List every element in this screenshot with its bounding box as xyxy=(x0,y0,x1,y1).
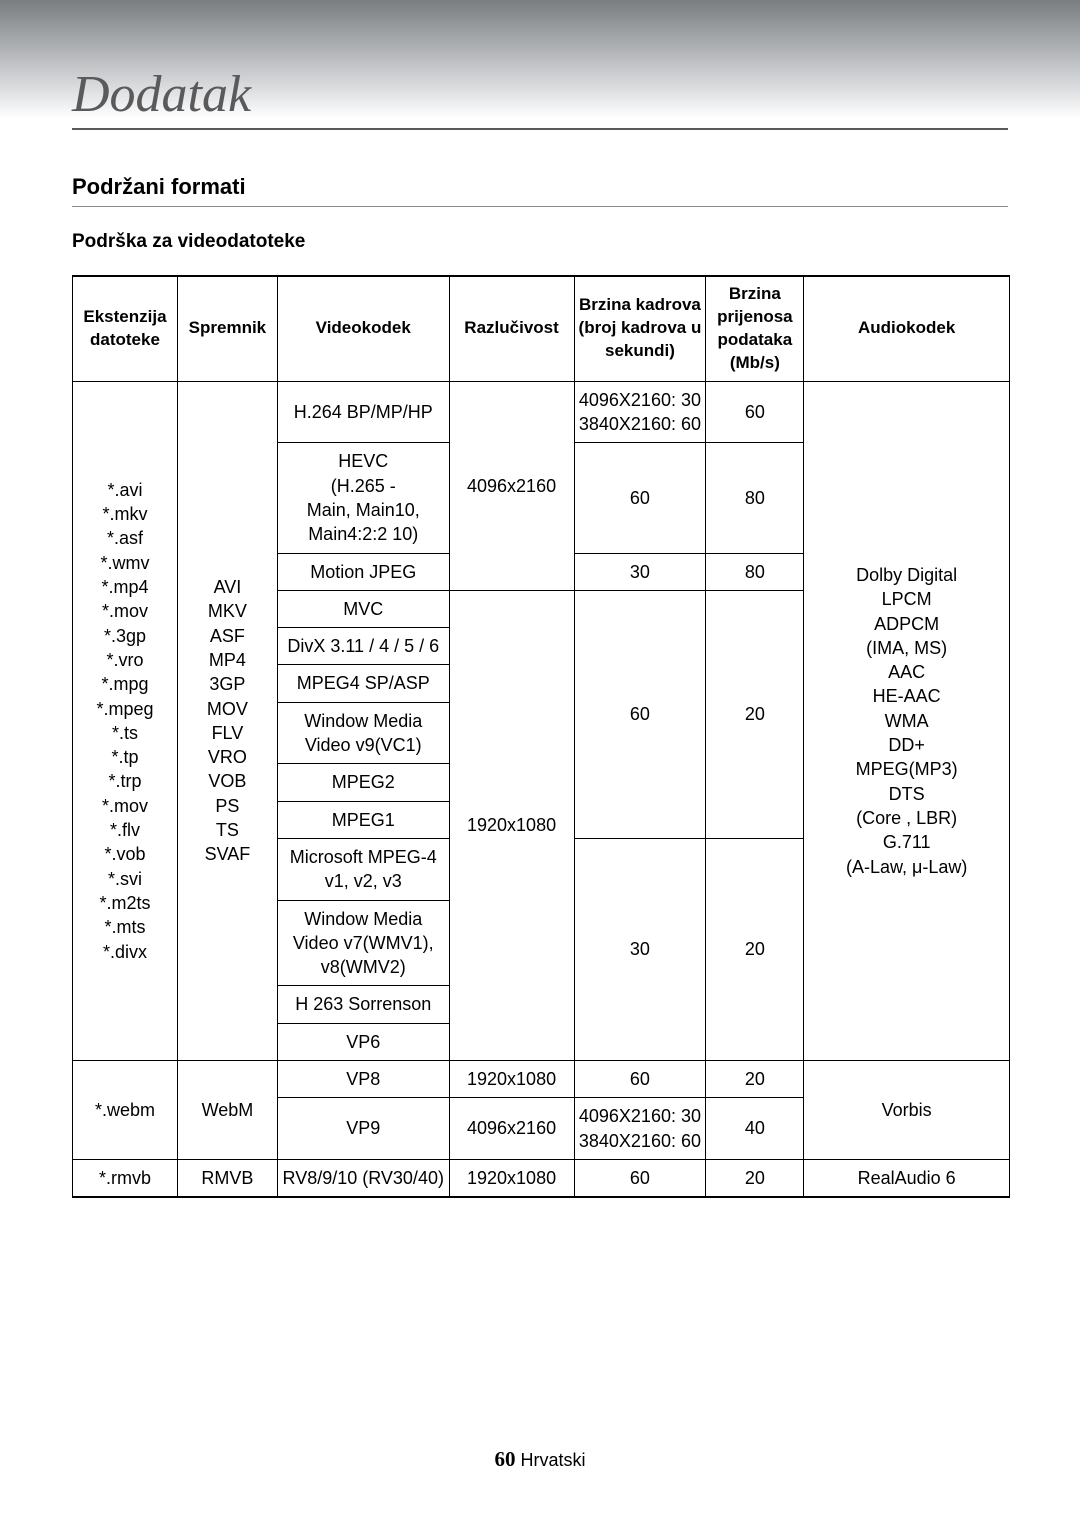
cell-codec: RV8/9/10 (RV30/40) xyxy=(277,1159,449,1197)
table-row: *.avi *.mkv *.asf *.wmv *.mp4 *.mov *.3g… xyxy=(73,381,1010,443)
cell-containers: AVI MKV ASF MP4 3GP MOV FLV VRO VOB PS T… xyxy=(177,381,277,1060)
col-codec: Videokodek xyxy=(277,276,449,381)
section-heading: Podržani formati xyxy=(72,174,1008,207)
cell-codec: MPEG4 SP/ASP xyxy=(277,665,449,702)
cell-codec: DivX 3.11 / 4 / 5 / 6 xyxy=(277,628,449,665)
cell-fps: 4096X2160: 30 3840X2160: 60 xyxy=(574,381,706,443)
cell-bit: 80 xyxy=(706,443,804,553)
cell-codec: MPEG2 xyxy=(277,764,449,801)
cell-extensions: *.webm xyxy=(73,1060,178,1159)
cell-fps: 30 xyxy=(574,838,706,1060)
cell-fps: 60 xyxy=(574,1060,706,1097)
cell-codec: H 263 Sorrenson xyxy=(277,986,449,1023)
cell-containers: WebM xyxy=(177,1060,277,1159)
cell-audio: RealAudio 6 xyxy=(804,1159,1010,1197)
cell-bit: 80 xyxy=(706,553,804,590)
cell-codec: H.264 BP/MP/HP xyxy=(277,381,449,443)
cell-fps: 60 xyxy=(574,443,706,553)
cell-codec: MPEG1 xyxy=(277,801,449,838)
cell-fps: 30 xyxy=(574,553,706,590)
cell-bit: 20 xyxy=(706,838,804,1060)
cell-codec: Window Media Video v9(VC1) xyxy=(277,702,449,764)
cell-codec: Motion JPEG xyxy=(277,553,449,590)
cell-codec: Window Media Video v7(WMV1), v8(WMV2) xyxy=(277,900,449,986)
col-aud: Audiokodek xyxy=(804,276,1010,381)
cell-bit: 40 xyxy=(706,1098,804,1160)
cell-res: 1920x1080 xyxy=(449,1159,574,1197)
table-row: *.webm WebM VP8 1920x1080 60 20 Vorbis xyxy=(73,1060,1010,1097)
page-lang: Hrvatski xyxy=(521,1450,586,1470)
col-bit: Brzina prijenosa podataka (Mb/s) xyxy=(706,276,804,381)
cell-codec: VP9 xyxy=(277,1098,449,1160)
cell-bit: 60 xyxy=(706,381,804,443)
cell-codec: VP8 xyxy=(277,1060,449,1097)
cell-codec: HEVC (H.265 - Main, Main10, Main4:2:2 10… xyxy=(277,443,449,553)
sub-heading: Podrška za videodatoteke xyxy=(72,231,1008,253)
page-number: 60 xyxy=(494,1447,515,1471)
cell-containers: RMVB xyxy=(177,1159,277,1197)
col-ext: Ekstenzija datoteke xyxy=(73,276,178,381)
video-support-table: Ekstenzija datoteke Spremnik Videokodek … xyxy=(72,275,1010,1198)
cell-fps: 60 xyxy=(574,1159,706,1197)
cell-codec: VP6 xyxy=(277,1023,449,1060)
cell-res: 4096x2160 xyxy=(449,381,574,590)
cell-bit: 20 xyxy=(706,1060,804,1097)
cell-extensions: *.avi *.mkv *.asf *.wmv *.mp4 *.mov *.3g… xyxy=(73,381,178,1060)
cell-codec: MVC xyxy=(277,590,449,627)
cell-extensions: *.rmvb xyxy=(73,1159,178,1197)
cell-res: 4096x2160 xyxy=(449,1098,574,1160)
col-cont: Spremnik xyxy=(177,276,277,381)
cell-audio: Dolby Digital LPCM ADPCM (IMA, MS) AAC H… xyxy=(804,381,1010,1060)
col-fps: Brzina kadrova (broj kadrova u sekundi) xyxy=(574,276,706,381)
cell-res: 1920x1080 xyxy=(449,1060,574,1097)
page-title: Dodatak xyxy=(72,65,1008,130)
col-res: Razlučivost xyxy=(449,276,574,381)
table-header-row: Ekstenzija datoteke Spremnik Videokodek … xyxy=(73,276,1010,381)
cell-fps: 60 xyxy=(574,590,706,838)
cell-fps: 4096X2160: 30 3840X2160: 60 xyxy=(574,1098,706,1160)
page-footer: 60 Hrvatski xyxy=(0,1447,1080,1472)
cell-bit: 20 xyxy=(706,590,804,838)
cell-bit: 20 xyxy=(706,1159,804,1197)
cell-res: 1920x1080 xyxy=(449,590,574,1060)
table-row: *.rmvb RMVB RV8/9/10 (RV30/40) 1920x1080… xyxy=(73,1159,1010,1197)
cell-codec: Microsoft MPEG-4 v1, v2, v3 xyxy=(277,838,449,900)
cell-audio: Vorbis xyxy=(804,1060,1010,1159)
